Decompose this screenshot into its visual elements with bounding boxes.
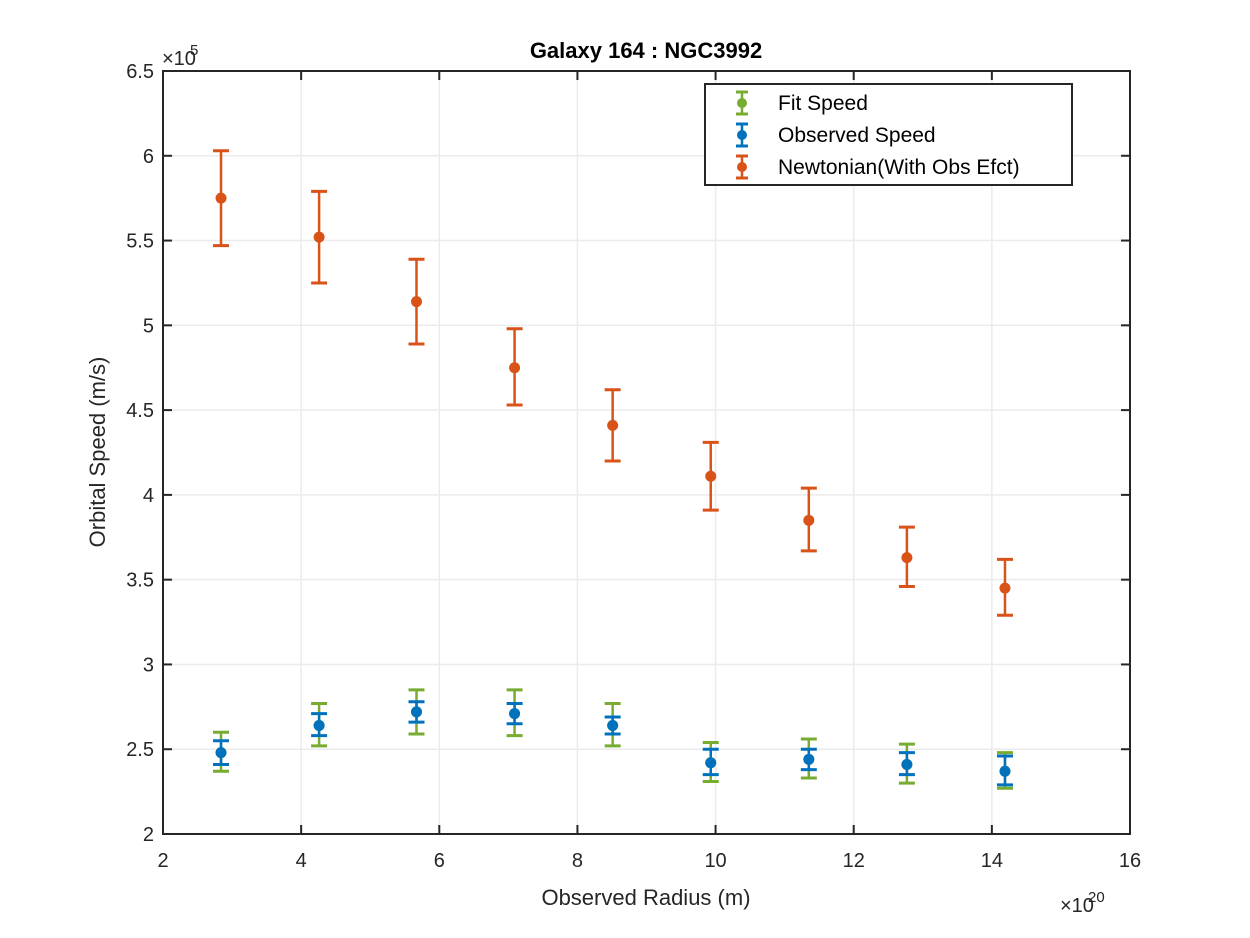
y-exponent-base: ×10 [162, 48, 196, 70]
x-tick-label: 2 [157, 850, 168, 872]
legend-item: Fit Speed [736, 90, 868, 116]
series-1 [213, 700, 1013, 787]
y-exponent-power: 5 [190, 42, 198, 59]
legend-label: Observed Speed [778, 124, 936, 147]
data-point [705, 757, 717, 769]
legend-label: Fit Speed [778, 92, 868, 115]
x-tick-label: 16 [1119, 850, 1141, 872]
legend-marker-point [737, 130, 747, 140]
x-exponent-power: 20 [1088, 889, 1105, 906]
y-axis-label: Orbital Speed (m/s) [85, 357, 110, 548]
y-tick-label: 5.5 [126, 231, 154, 253]
y-tick-label: 5 [143, 315, 154, 337]
y-tick-label: 3.5 [126, 570, 154, 592]
legend-item: Newtonian(With Obs Efct) [736, 154, 1020, 180]
series-2 [213, 149, 1013, 617]
data-point [705, 470, 717, 482]
x-tick-label: 8 [572, 850, 583, 872]
data-point [410, 296, 422, 308]
y-tick-label: 4.5 [126, 400, 154, 422]
x-axis-label: Observed Radius (m) [541, 885, 750, 910]
legend-label: Newtonian(With Obs Efct) [778, 156, 1020, 179]
x-tick-label: 14 [981, 850, 1003, 872]
y-tick-label: 4 [143, 485, 154, 507]
x-tick-label: 10 [704, 850, 726, 872]
y-exponent: ×10 5 [162, 42, 198, 70]
data-point [901, 552, 913, 564]
legend-box [704, 83, 1073, 186]
data-point [509, 362, 521, 374]
x-tick-label: 12 [843, 850, 865, 872]
data-point [803, 514, 815, 526]
plot-background [163, 71, 1130, 834]
x-exponent: ×10 20 [1060, 889, 1105, 917]
tick-labels: 2 4 6 8 10 12 14 16 2 2.5 3 3.5 4 4.5 5 5.5 6 6.5 [126, 61, 1141, 872]
series-layer [213, 149, 1013, 790]
y-tick-label: 3 [143, 654, 154, 676]
plot-frame [162, 70, 1131, 835]
data-point [313, 231, 325, 243]
y-tick-label: 2 [143, 824, 154, 846]
y-tick-label: 6 [143, 146, 154, 168]
legend-item: Observed Speed [736, 122, 936, 148]
legend-marker-point [737, 98, 747, 108]
data-point [313, 719, 325, 731]
data-point [803, 753, 815, 765]
data-point [607, 719, 619, 731]
data-point [999, 582, 1011, 594]
x-exponent-base: ×10 [1060, 895, 1094, 917]
data-point [215, 192, 227, 204]
y-tick-label: 2.5 [126, 739, 154, 761]
x-tick-label: 4 [296, 850, 307, 872]
data-point [901, 758, 913, 770]
legend: Fit Speed Observed Speed Newtonian(With Ob… [704, 83, 1073, 186]
data-point [999, 765, 1011, 777]
legend-marker-point [737, 162, 747, 172]
data-point [215, 747, 227, 759]
y-tick-label: 6.5 [126, 61, 154, 83]
x-tick-label: 6 [434, 850, 445, 872]
data-point [410, 706, 422, 718]
data-point [607, 419, 619, 431]
data-point [509, 708, 521, 720]
chart-title: Galaxy 164 : NGC3992 [530, 38, 762, 63]
legend-items: Fit Speed Observed Speed Newtonian(With Ob… [736, 90, 1020, 180]
